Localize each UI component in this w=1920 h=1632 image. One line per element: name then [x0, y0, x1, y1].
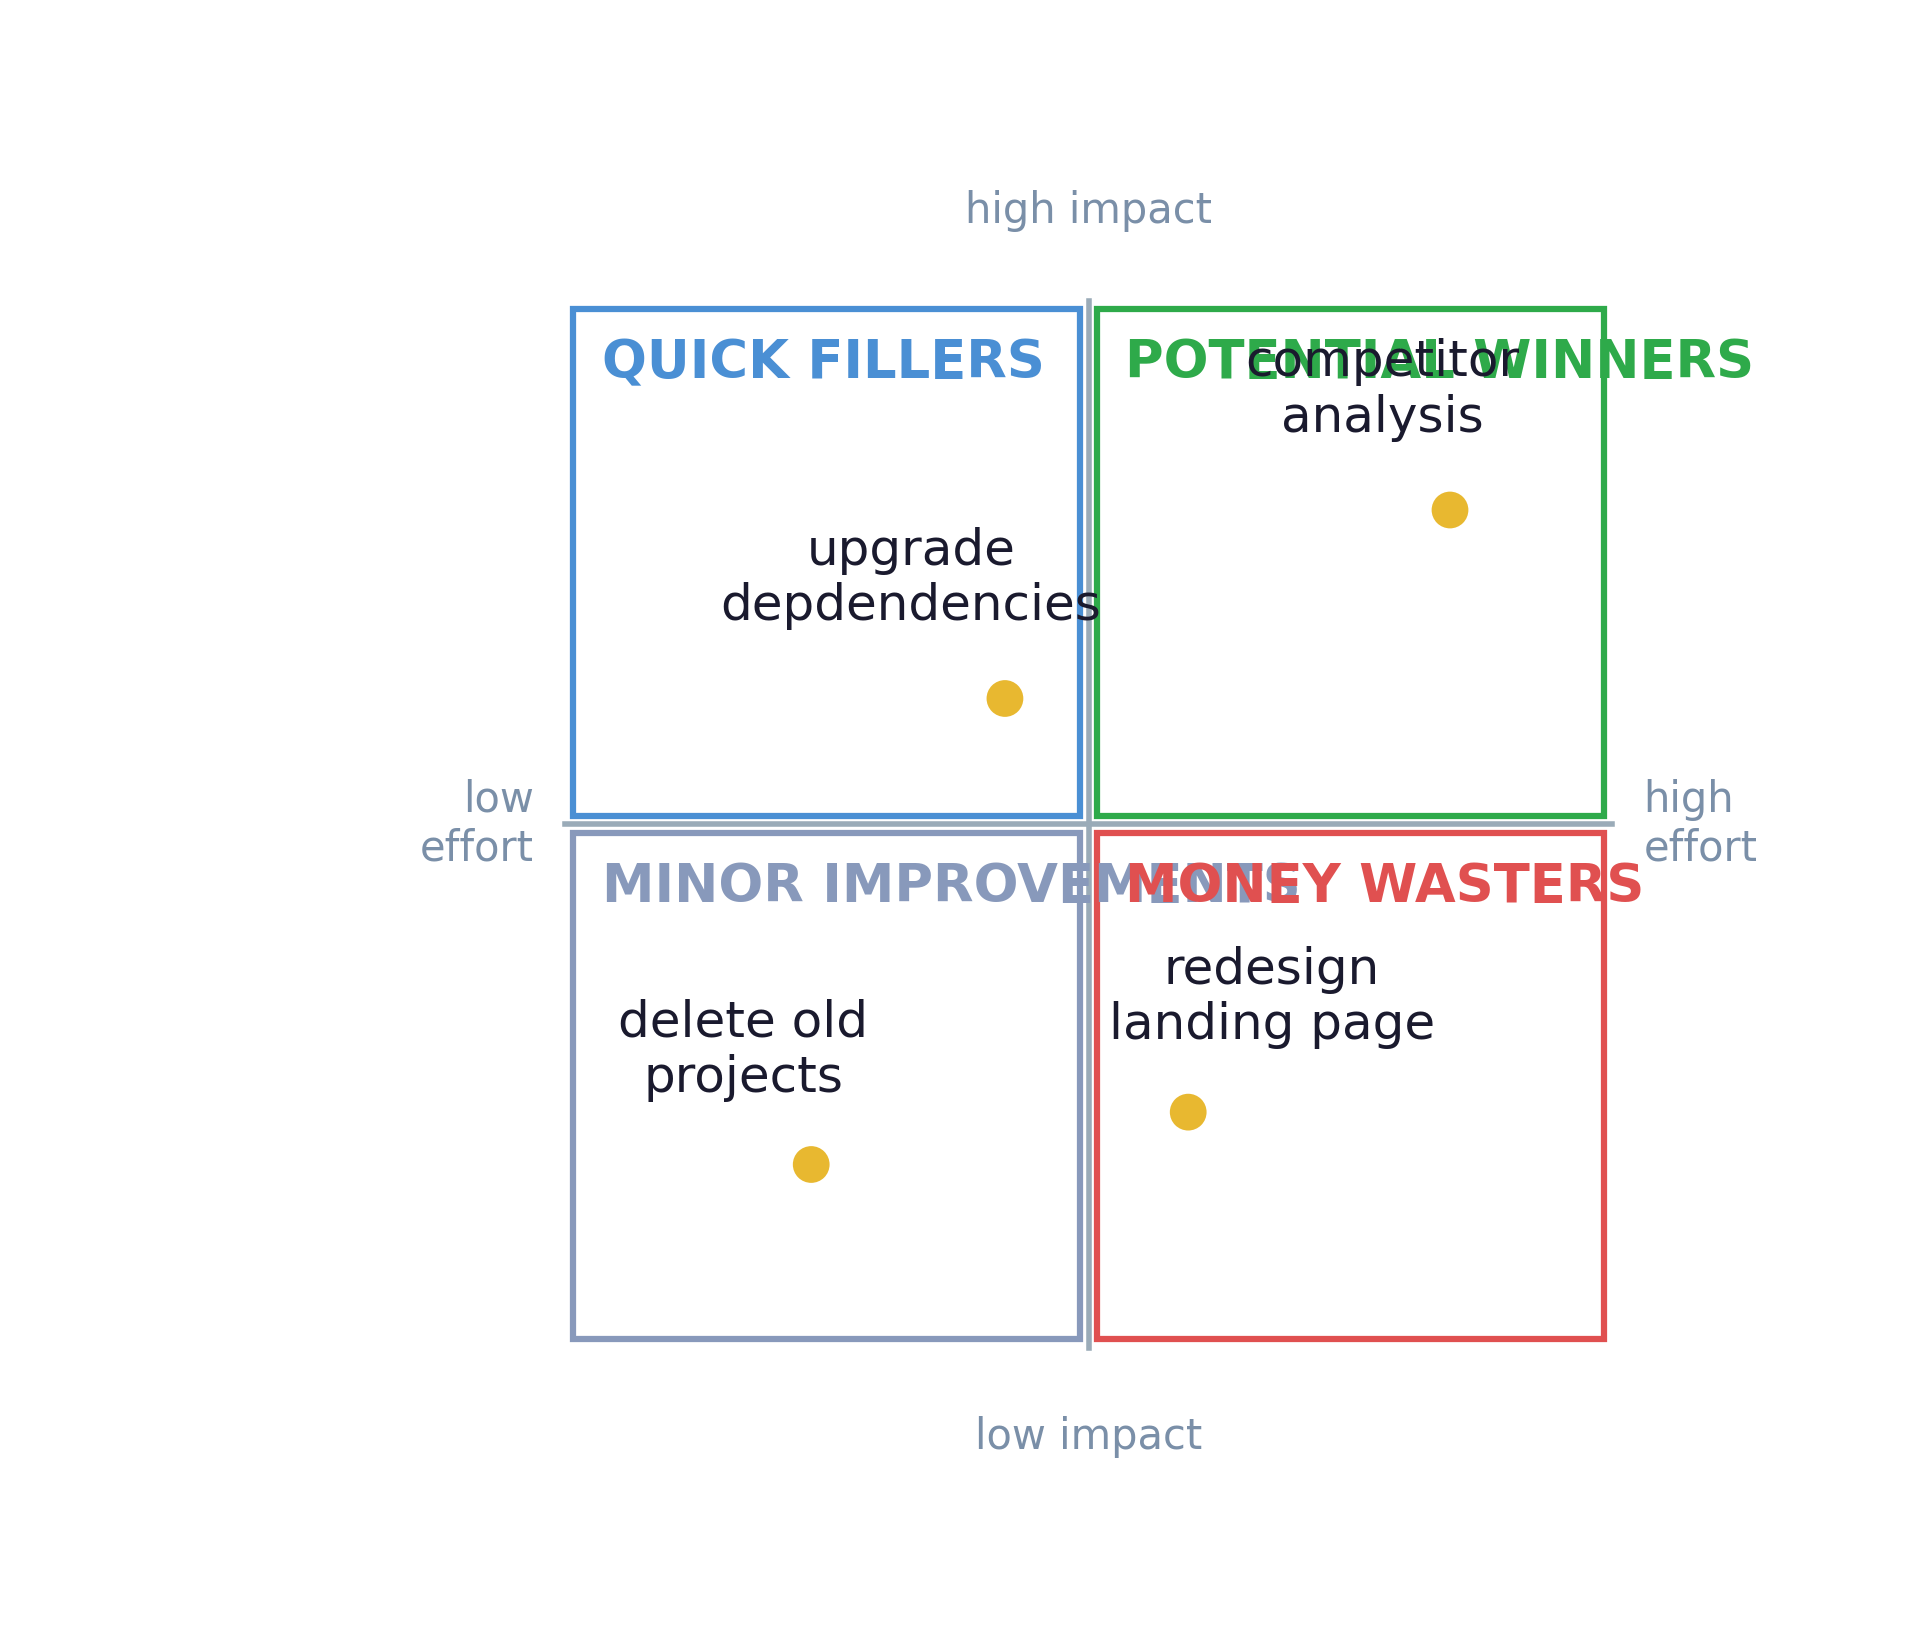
Text: redesign
landing page: redesign landing page — [1110, 945, 1434, 1049]
Text: high
effort: high effort — [1644, 778, 1757, 870]
FancyBboxPatch shape — [574, 308, 1081, 816]
Text: competitor
analysis: competitor analysis — [1244, 338, 1519, 442]
Text: MONEY WASTERS: MONEY WASTERS — [1125, 860, 1645, 912]
FancyBboxPatch shape — [574, 832, 1081, 1340]
Point — [989, 685, 1020, 712]
FancyBboxPatch shape — [1096, 308, 1603, 816]
Text: low
effort: low effort — [420, 778, 534, 870]
Text: POTENTIAL WINNERS: POTENTIAL WINNERS — [1125, 338, 1755, 388]
Text: high impact: high impact — [966, 191, 1212, 232]
FancyBboxPatch shape — [1096, 832, 1603, 1340]
Point — [1173, 1098, 1204, 1124]
Point — [1434, 496, 1465, 522]
Text: MINOR IMPROVEMENTS: MINOR IMPROVEMENTS — [601, 860, 1300, 912]
Text: delete old
projects: delete old projects — [618, 999, 868, 1102]
Text: upgrade
depdendencies: upgrade depdendencies — [720, 527, 1102, 630]
Point — [797, 1152, 828, 1178]
Text: low impact: low impact — [975, 1417, 1202, 1457]
Text: QUICK FILLERS: QUICK FILLERS — [601, 338, 1044, 388]
